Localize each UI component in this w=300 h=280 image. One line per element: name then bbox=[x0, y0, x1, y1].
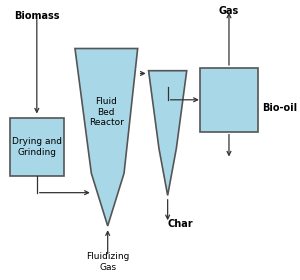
Text: Biomass: Biomass bbox=[14, 11, 60, 21]
Bar bbox=[10, 118, 64, 176]
Text: Fluidizing
Gas: Fluidizing Gas bbox=[86, 252, 129, 272]
Text: Bio-oil: Bio-oil bbox=[262, 103, 297, 113]
Text: Fluid
Bed
Reactor: Fluid Bed Reactor bbox=[89, 97, 124, 127]
Polygon shape bbox=[75, 48, 138, 226]
Text: Gas: Gas bbox=[219, 6, 239, 16]
Polygon shape bbox=[148, 71, 187, 195]
Bar bbox=[200, 68, 258, 132]
Text: Drying and
Grinding: Drying and Grinding bbox=[12, 137, 62, 157]
Text: Char: Char bbox=[168, 219, 193, 229]
